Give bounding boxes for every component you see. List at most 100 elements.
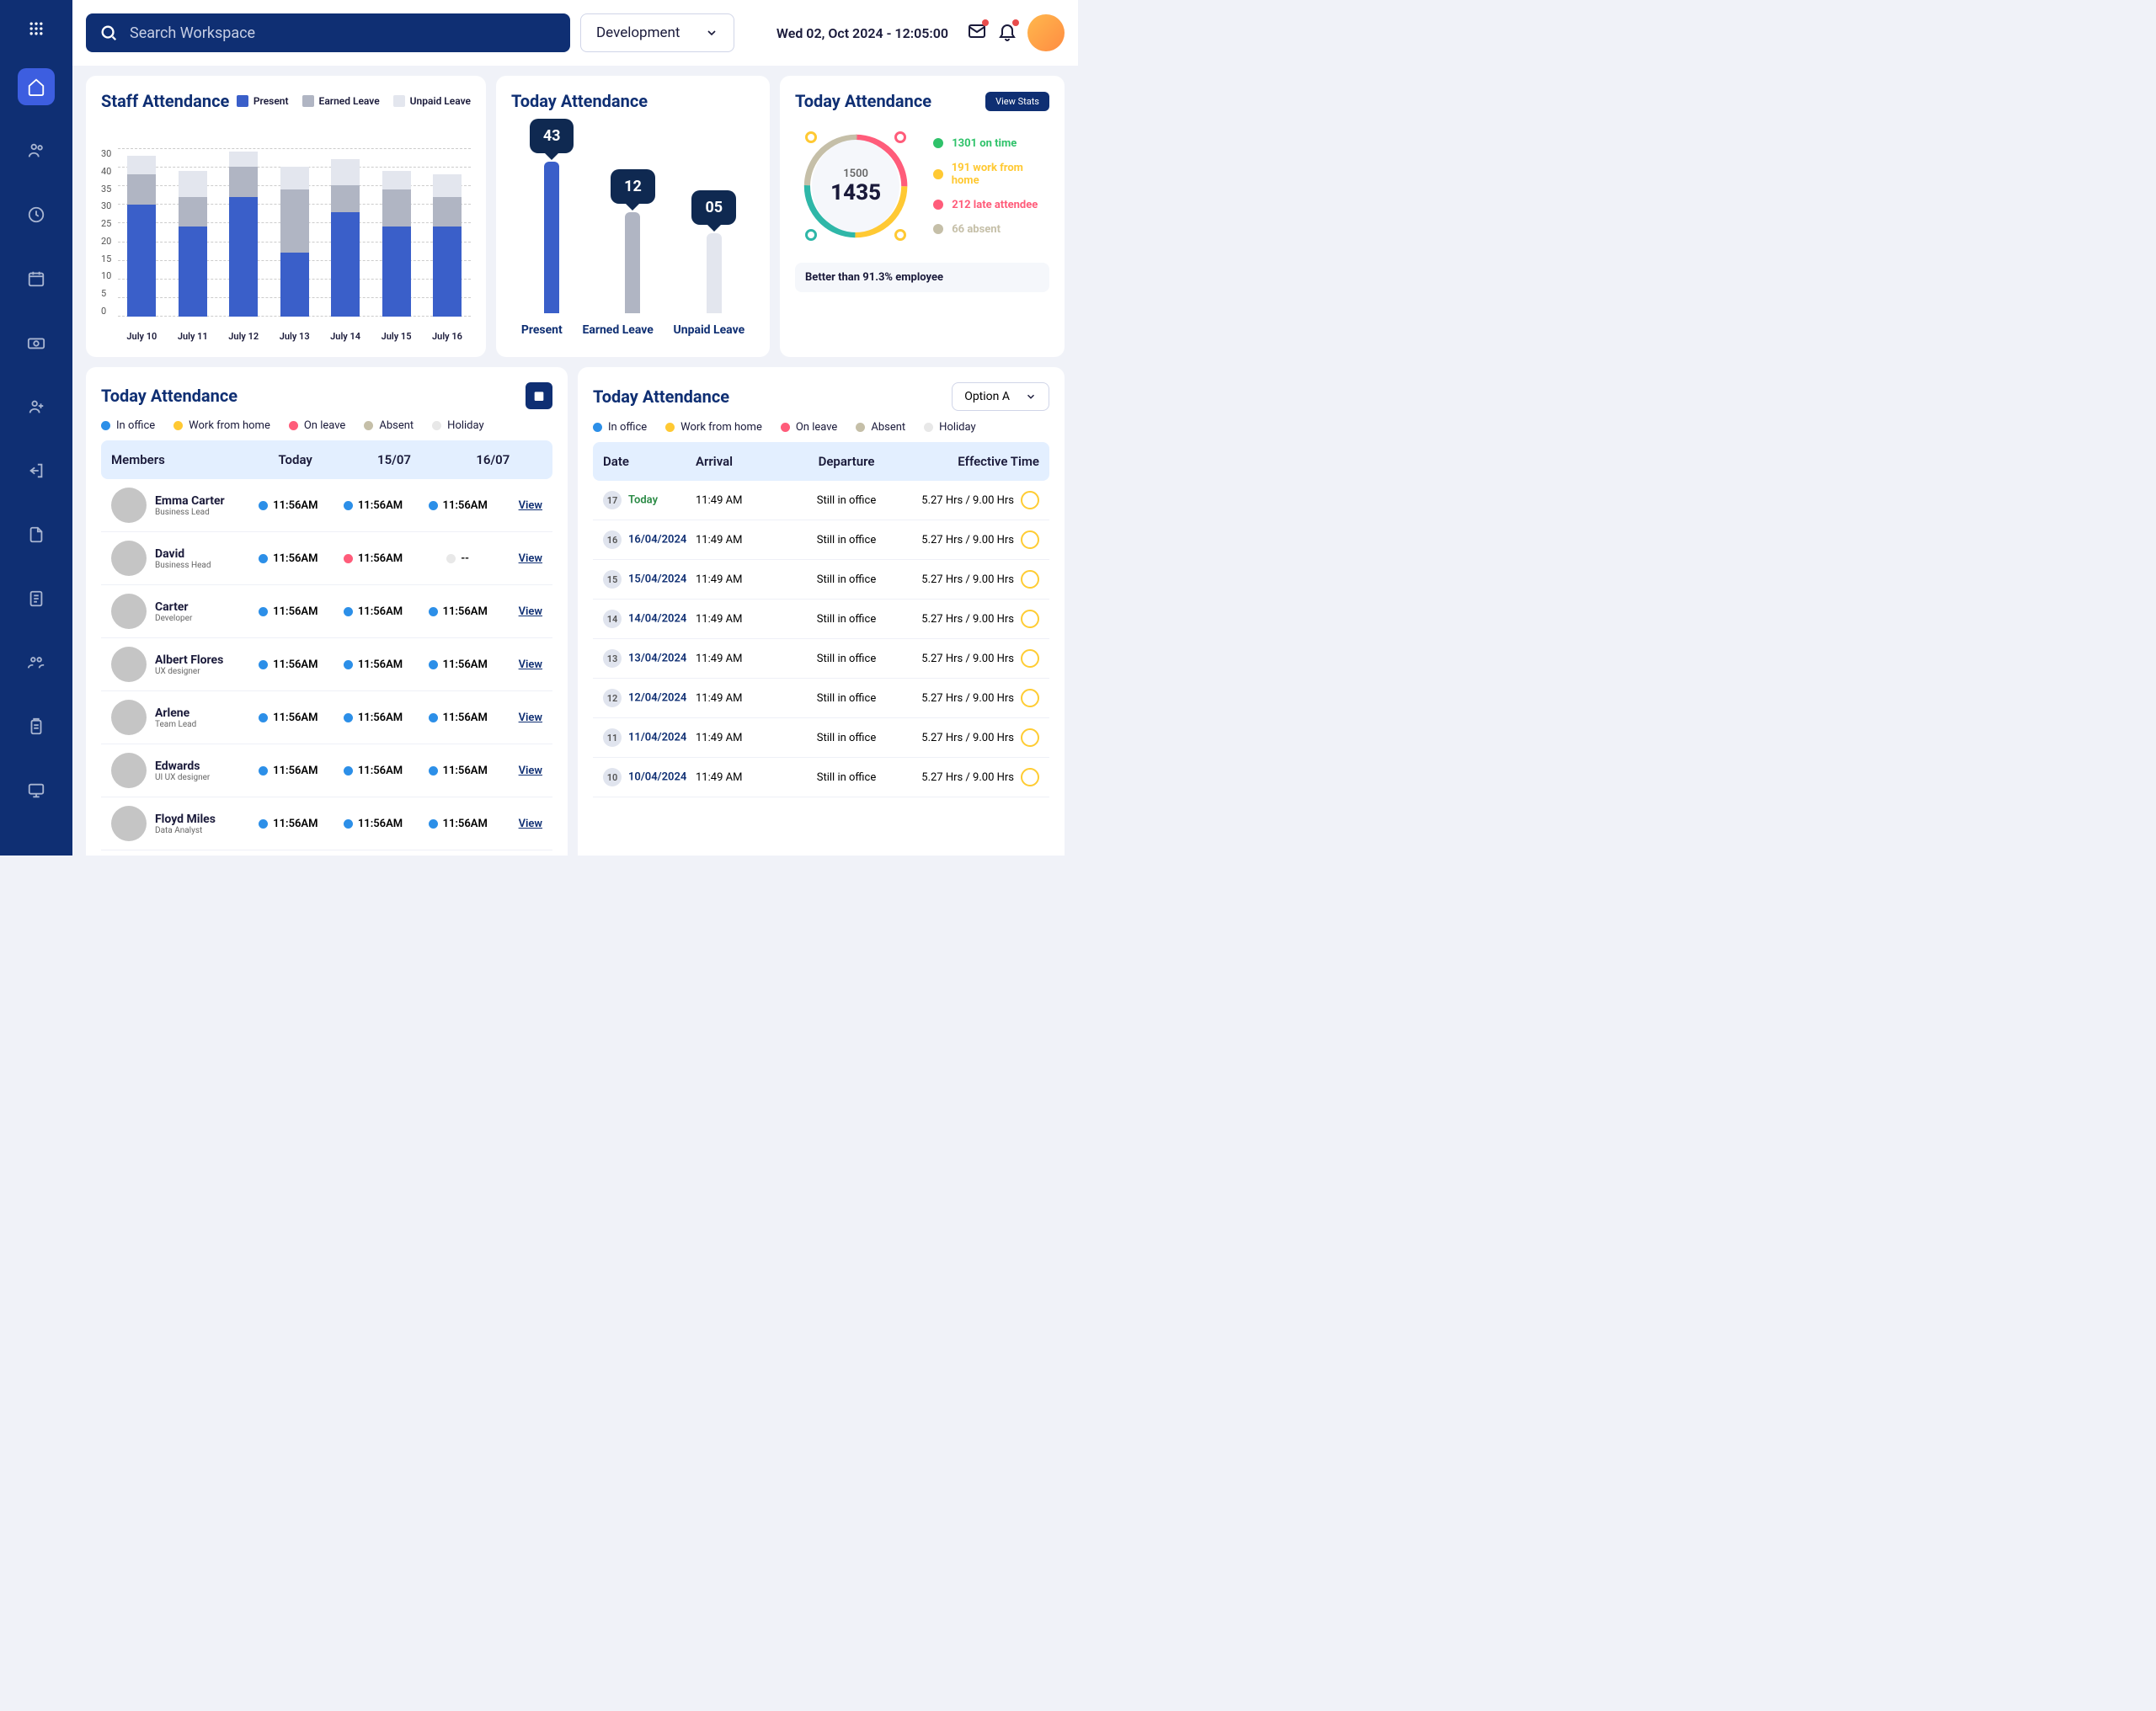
date-row: 1515/04/2024 11:49 AM Still in office 5.… — [593, 560, 1049, 600]
filter-item[interactable]: Work from home — [173, 419, 270, 432]
date-row: 17Today 11:49 AM Still in office 5.27 Hr… — [593, 481, 1049, 520]
main-content: Development Wed 02, Oct 2024 - 12:05:00 … — [72, 0, 1078, 856]
col-arrival: Arrival — [696, 454, 780, 469]
member-row: Albert FloresUX designer 11:56AM11:56AM1… — [101, 638, 552, 691]
date-row: 1414/04/2024 11:49 AM Still in office 5.… — [593, 600, 1049, 639]
member-row: ArleneTeam Lead 11:56AM11:56AM11:56AM Vi… — [101, 691, 552, 744]
filter-item[interactable]: Absent — [364, 419, 414, 432]
card-title: Staff Attendance — [101, 91, 229, 111]
member-row: EdwardsUI UX designer 11:56AM11:56AM11:5… — [101, 744, 552, 797]
stat-row: 212 late attendee — [933, 199, 1049, 211]
view-stats-button[interactable]: View Stats — [985, 92, 1049, 111]
status-filters: In office Work from home On leave Absent Hol… — [593, 421, 1049, 434]
filter-item[interactable]: Holiday — [924, 421, 975, 434]
nav-home[interactable] — [18, 68, 55, 105]
date-row: 1212/04/2024 11:49 AM Still in office 5.… — [593, 679, 1049, 718]
search-icon — [99, 24, 118, 42]
legend-item: Present — [237, 95, 289, 107]
user-avatar[interactable] — [1027, 14, 1065, 51]
nav-money[interactable] — [18, 324, 55, 361]
today-bars: 431205 — [511, 128, 755, 313]
filter-item[interactable]: Absent — [856, 421, 905, 434]
member-row: Emma CarterBusiness Lead 11:56AM11:56AM1… — [101, 479, 552, 532]
filter-item[interactable]: Holiday — [432, 419, 483, 432]
department-select[interactable]: Development — [580, 13, 734, 52]
mail-icon[interactable] — [967, 21, 987, 45]
filter-item[interactable]: In office — [593, 421, 647, 434]
stat-row: 66 absent — [933, 223, 1049, 236]
view-link[interactable]: View — [500, 658, 542, 671]
datetime-display: Wed 02, Oct 2024 - 12:05:00 — [776, 25, 948, 41]
card-title: Today Attendance — [795, 91, 931, 111]
nav-time[interactable] — [18, 196, 55, 233]
nav-logout[interactable] — [18, 452, 55, 489]
stat-row: 191 work from home — [933, 162, 1049, 187]
nav-add-user[interactable] — [18, 388, 55, 425]
y-axis: 051015202530354030 — [101, 148, 118, 317]
content-area: Staff Attendance PresentEarned LeaveUnpa… — [72, 66, 1078, 856]
today-bar-labels: PresentEarned LeaveUnpaid Leave — [511, 323, 755, 337]
member-row: Floyd MilesData Analyst 11:56AM11:56AM11… — [101, 797, 552, 850]
date-row: 1111/04/2024 11:49 AM Still in office 5.… — [593, 718, 1049, 758]
filter-item[interactable]: On leave — [781, 421, 838, 434]
date-row: 1313/04/2024 11:49 AM Still in office 5.… — [593, 639, 1049, 679]
donut-chart: 1500 1435 — [795, 123, 916, 249]
department-value: Development — [596, 24, 680, 41]
sidebar — [0, 0, 72, 856]
view-link[interactable]: View — [500, 712, 542, 724]
filter-item[interactable]: On leave — [289, 419, 346, 432]
card-title: Today Attendance — [593, 386, 729, 407]
table-header: MembersToday15/0716/07 — [101, 440, 552, 479]
bars — [125, 148, 464, 317]
filter-item[interactable]: Work from home — [665, 421, 762, 434]
members-attendance-card: Today Attendance In office Work from home… — [86, 367, 568, 856]
stat-row: 1301 on time — [933, 137, 1049, 150]
date-attendance-card: Today Attendance Option A In office Work … — [578, 367, 1065, 856]
legend-item: Unpaid Leave — [393, 95, 471, 107]
donut-stats: 1301 on time 191 work from home 212 late a… — [933, 137, 1049, 236]
table-body: Emma CarterBusiness Lead 11:56AM11:56AM1… — [101, 479, 552, 850]
better-than-badge: Better than 91.3% employee — [795, 263, 1049, 292]
date-row: 1616/04/2024 11:49 AM Still in office 5.… — [593, 520, 1049, 560]
col-date: Date — [603, 454, 696, 469]
card-title: Today Attendance — [511, 91, 755, 111]
today-attendance-bars-card: Today Attendance 431205 PresentEarned Le… — [496, 76, 770, 357]
search-input[interactable] — [130, 24, 557, 42]
nav-monitor[interactable] — [18, 772, 55, 809]
status-filters: In office Work from home On leave Absent Hol… — [101, 419, 552, 432]
col-effective: Effective Time — [913, 454, 1039, 469]
chevron-down-icon — [705, 26, 718, 40]
card-title: Today Attendance — [101, 386, 237, 406]
staff-attendance-card: Staff Attendance Present Earned Leave Unpa… — [86, 76, 486, 357]
x-labels: July 10July 11July 12July 13July 14July … — [125, 331, 464, 342]
nav-team[interactable] — [18, 132, 55, 169]
view-link[interactable]: View — [500, 818, 542, 830]
nav-clipboard[interactable] — [18, 708, 55, 745]
bell-icon[interactable] — [997, 21, 1017, 45]
nav-group[interactable] — [18, 644, 55, 681]
legend-item: Earned Leave — [302, 95, 380, 107]
topbar: Development Wed 02, Oct 2024 - 12:05:00 — [72, 0, 1078, 66]
today-attendance-donut-card: Today Attendance View Stats — [780, 76, 1065, 357]
date-row: 1010/04/2024 11:49 AM Still in office 5.… — [593, 758, 1049, 797]
member-row: CarterDeveloper 11:56AM11:56AM11:56AM Vi… — [101, 585, 552, 638]
view-link[interactable]: View — [500, 499, 542, 512]
calendar-button[interactable] — [526, 382, 552, 409]
view-link[interactable]: View — [500, 605, 542, 618]
option-select[interactable]: Option A — [952, 382, 1049, 411]
member-row: DavidBusiness Head 11:56AM11:56AM-- View — [101, 532, 552, 585]
view-link[interactable]: View — [500, 552, 542, 565]
donut-value: 1435 — [830, 180, 881, 205]
filter-item[interactable]: In office — [101, 419, 155, 432]
nav-report[interactable] — [18, 580, 55, 617]
chevron-down-icon — [1025, 391, 1037, 402]
col-departure: Departure — [780, 454, 913, 469]
search-box — [86, 13, 570, 52]
view-link[interactable]: View — [500, 765, 542, 777]
nav-calendar[interactable] — [18, 260, 55, 297]
apps-icon[interactable] — [28, 20, 45, 41]
nav-document[interactable] — [18, 516, 55, 553]
table-body: 17Today 11:49 AM Still in office 5.27 Hr… — [593, 481, 1049, 797]
option-value: Option A — [964, 390, 1010, 403]
table-header: Date Arrival Departure Effective Time — [593, 442, 1049, 481]
